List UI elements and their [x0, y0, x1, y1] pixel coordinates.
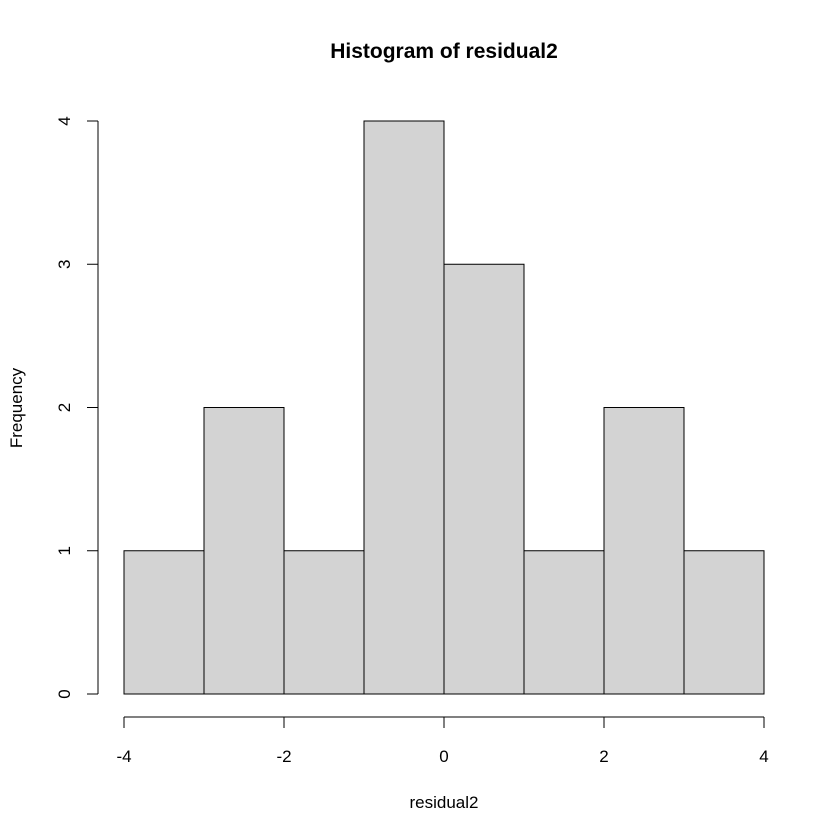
y-tick-label: 4	[55, 116, 74, 125]
bars-group	[123, 120, 765, 695]
histogram-bar-5	[523, 550, 605, 695]
x-tick-label: -4	[116, 747, 131, 766]
histogram-bar-2	[283, 550, 365, 695]
x-tick-label: 4	[759, 747, 768, 766]
histogram-bar-7	[683, 550, 765, 695]
y-axis: 0 1 2 3 4	[55, 116, 99, 699]
histogram-bar-1	[203, 407, 285, 695]
x-tick-label: 2	[599, 747, 608, 766]
x-axis: -4 -2 0 2 4	[116, 716, 769, 766]
histogram-bar-3	[363, 120, 445, 695]
x-tick-label: -2	[276, 747, 291, 766]
y-tick-label: 3	[55, 260, 74, 269]
histogram-bar-6	[603, 407, 685, 695]
histogram-bar-0	[123, 550, 205, 695]
y-tick-label: 1	[55, 546, 74, 555]
y-tick-label: 0	[55, 689, 74, 698]
y-tick-label: 2	[55, 403, 74, 412]
x-axis-label: residual2	[410, 793, 479, 812]
chart-title: Histogram of residual2	[330, 40, 558, 63]
y-axis-label: Frequency	[7, 367, 26, 448]
x-tick-label: 0	[439, 747, 448, 766]
histogram-bar-4	[443, 263, 525, 695]
